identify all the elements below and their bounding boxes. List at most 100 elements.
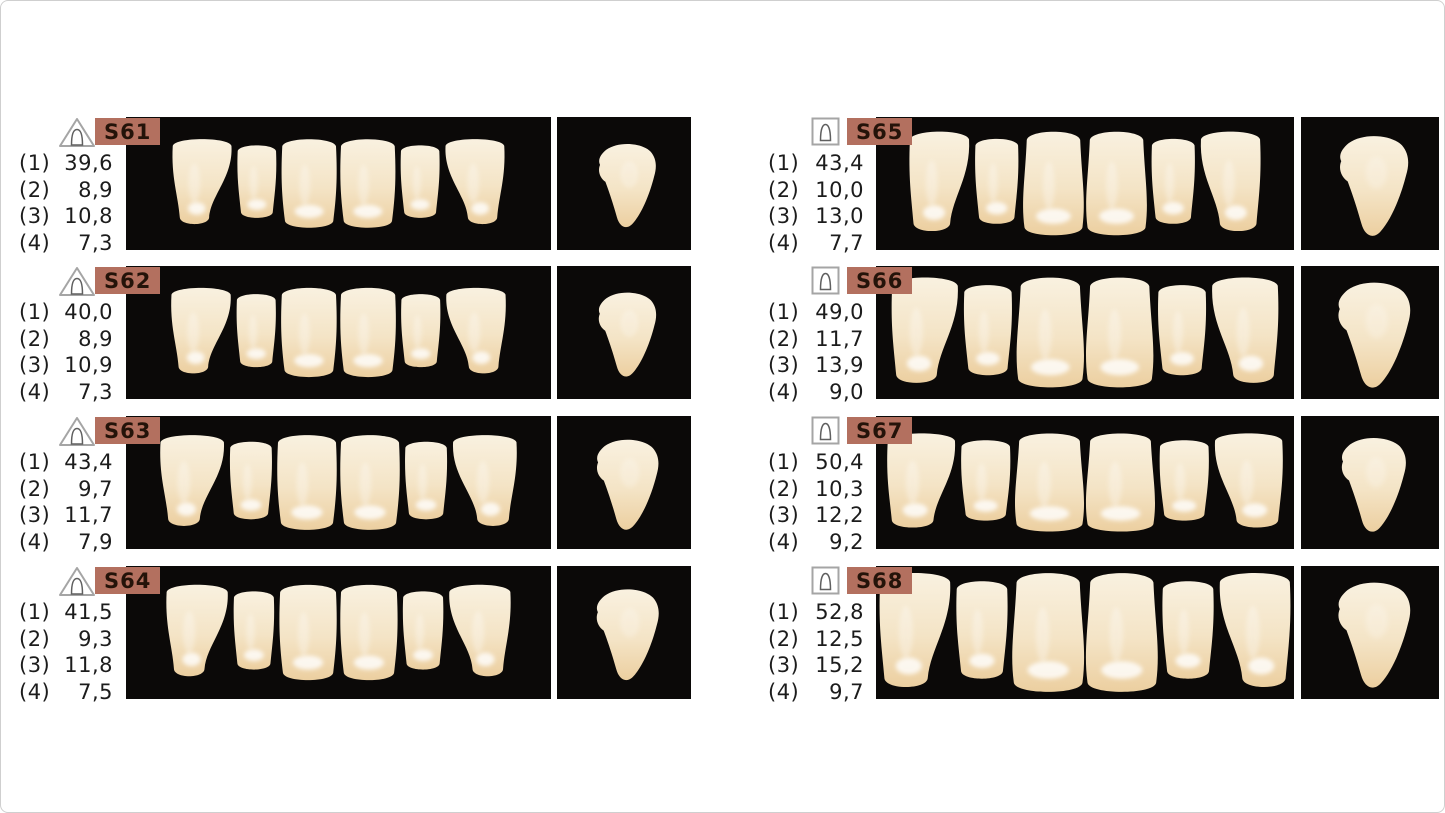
measurement-value: 9,0 (829, 379, 864, 404)
measurement-line: (2) 10,0 (768, 177, 864, 204)
measurement-value: 39,6 (64, 151, 113, 176)
measurement-value: 9,2 (829, 529, 864, 554)
measurement-list: (1) 43,4 (2) 9,7 (3) 11,7 (4) 7,9 (19, 449, 113, 555)
catalog-entry: S62 (1) 40,0 (2) 8,9 (3) 10,9 (4) 7,3 (1, 266, 1444, 404)
measurement-line: (4) 7,3 (19, 379, 113, 406)
measurement-index: (2) (19, 177, 51, 202)
side-view-photo-panel (1301, 266, 1439, 399)
front-view-photo-panel (876, 416, 1294, 549)
measurement-line: (4) 9,7 (768, 679, 864, 706)
measurement-value: 11,7 (64, 503, 113, 528)
side-view-photo-panel (557, 266, 691, 399)
measurement-value: 9,7 (78, 476, 113, 501)
teeth-set-image (172, 139, 505, 228)
side-view-photo-panel (1301, 416, 1439, 549)
measurement-index: (3) (768, 204, 800, 229)
measurement-index: (3) (19, 503, 51, 528)
measurement-value: 12,2 (815, 503, 864, 528)
measurement-index: (2) (768, 177, 800, 202)
catalog-entry: S67 (1) 50,4 (2) 10,3 (3) 12,2 (4) 9,2 (1, 416, 1444, 554)
teeth-set-image (160, 435, 517, 530)
mould-code-badge: S64 (95, 567, 161, 594)
measurement-line: (1) 50,4 (768, 449, 864, 476)
measurement-index: (1) (19, 300, 51, 325)
mould-code-badge: S68 (847, 567, 913, 594)
measurement-line: (1) 40,0 (19, 299, 113, 326)
measurement-line: (1) 49,0 (768, 299, 864, 326)
measurement-value: 7,3 (78, 379, 113, 404)
measurement-line: (4) 7,9 (19, 529, 113, 556)
square-mold-icon (811, 416, 840, 449)
measurement-line: (3) 11,8 (19, 652, 113, 679)
catalog-entry: S63 (1) 43,4 (2) 9,7 (3) 11,7 (4) 7,9 (1, 416, 1444, 554)
mould-code-badge: S63 (95, 417, 161, 444)
measurement-index: (2) (19, 476, 51, 501)
measurement-index: (3) (19, 653, 51, 678)
tooth-profile-image (596, 439, 659, 530)
measurement-index: (4) (768, 379, 800, 404)
tooth-profile-image (1338, 582, 1411, 688)
measurement-line: (2) 9,3 (19, 626, 113, 653)
catalog-entry: S61 (1) 39,6 (2) 8,9 (3) 10,8 (4) 7,3 (1, 117, 1444, 255)
measurement-line: (3) 10,9 (19, 352, 113, 379)
measurement-value: 41,5 (64, 600, 113, 625)
measurement-value: 50,4 (815, 450, 864, 475)
front-view-photo-panel (126, 117, 551, 250)
measurement-value: 15,2 (815, 653, 864, 678)
triangle-mold-icon (58, 266, 96, 301)
square-mold-icon (811, 266, 840, 299)
side-view-photo-panel (557, 117, 691, 250)
measurement-index: (1) (768, 600, 800, 625)
catalog-entry: S65 (1) 43,4 (2) 10,0 (3) 13,0 (4) 7,7 (1, 117, 1444, 255)
measurement-line: (4) 7,5 (19, 679, 113, 706)
measurement-list: (1) 50,4 (2) 10,3 (3) 12,2 (4) 9,2 (768, 449, 864, 555)
measurement-line: (3) 12,2 (768, 502, 864, 529)
tooth-profile-image (1341, 437, 1406, 532)
measurement-index: (1) (19, 600, 51, 625)
square-mold-icon (811, 566, 840, 599)
teeth-set-image (909, 131, 1261, 236)
measurement-index: (4) (19, 679, 51, 704)
tooth-profile-image (599, 143, 656, 228)
teeth-set-image (891, 277, 1279, 388)
measurement-value: 43,4 (815, 151, 864, 176)
measurement-line: (2) 8,9 (19, 326, 113, 353)
measurement-value: 10,8 (64, 204, 113, 229)
measurement-value: 12,5 (815, 626, 864, 651)
measurement-index: (2) (768, 326, 800, 351)
tooth-profile-image (1340, 136, 1409, 236)
measurement-index: (3) (768, 503, 800, 528)
triangle-mold-icon (58, 416, 96, 451)
mould-code-badge: S62 (95, 267, 161, 294)
measurement-index: (2) (19, 326, 51, 351)
measurement-value: 7,9 (78, 529, 113, 554)
tooth-profile-image (1338, 282, 1411, 388)
measurement-index: (4) (768, 679, 800, 704)
measurement-line: (1) 39,6 (19, 150, 113, 177)
measurement-index: (4) (19, 529, 51, 554)
measurement-value: 8,9 (78, 177, 113, 202)
measurement-value: 13,0 (815, 204, 864, 229)
measurement-line: (3) 11,7 (19, 502, 113, 529)
measurement-value: 7,5 (78, 679, 113, 704)
square-mold-icon (811, 117, 840, 150)
measurement-list: (1) 39,6 (2) 8,9 (3) 10,8 (4) 7,3 (19, 150, 113, 256)
mould-code-badge: S65 (847, 118, 913, 145)
measurement-index: (4) (19, 230, 51, 255)
measurement-index: (1) (768, 450, 800, 475)
front-view-photo-panel (876, 117, 1294, 250)
measurement-index: (1) (19, 450, 51, 475)
measurement-value: 10,9 (64, 353, 113, 378)
measurement-line: (1) 52,8 (768, 599, 864, 626)
measurement-value: 11,8 (64, 653, 113, 678)
measurement-line: (4) 7,3 (19, 230, 113, 257)
teeth-set-image (171, 287, 506, 378)
catalog-entry: S66 (1) 49,0 (2) 11,7 (3) 13,9 (4) 9,0 (1, 266, 1444, 404)
measurement-line: (2) 11,7 (768, 326, 864, 353)
measurement-index: (1) (768, 151, 800, 176)
triangle-mold-icon (58, 117, 96, 152)
mould-code-badge: S66 (847, 267, 913, 294)
measurement-value: 11,7 (815, 326, 864, 351)
mould-code-badge: S61 (95, 118, 161, 145)
measurement-index: (4) (768, 230, 800, 255)
